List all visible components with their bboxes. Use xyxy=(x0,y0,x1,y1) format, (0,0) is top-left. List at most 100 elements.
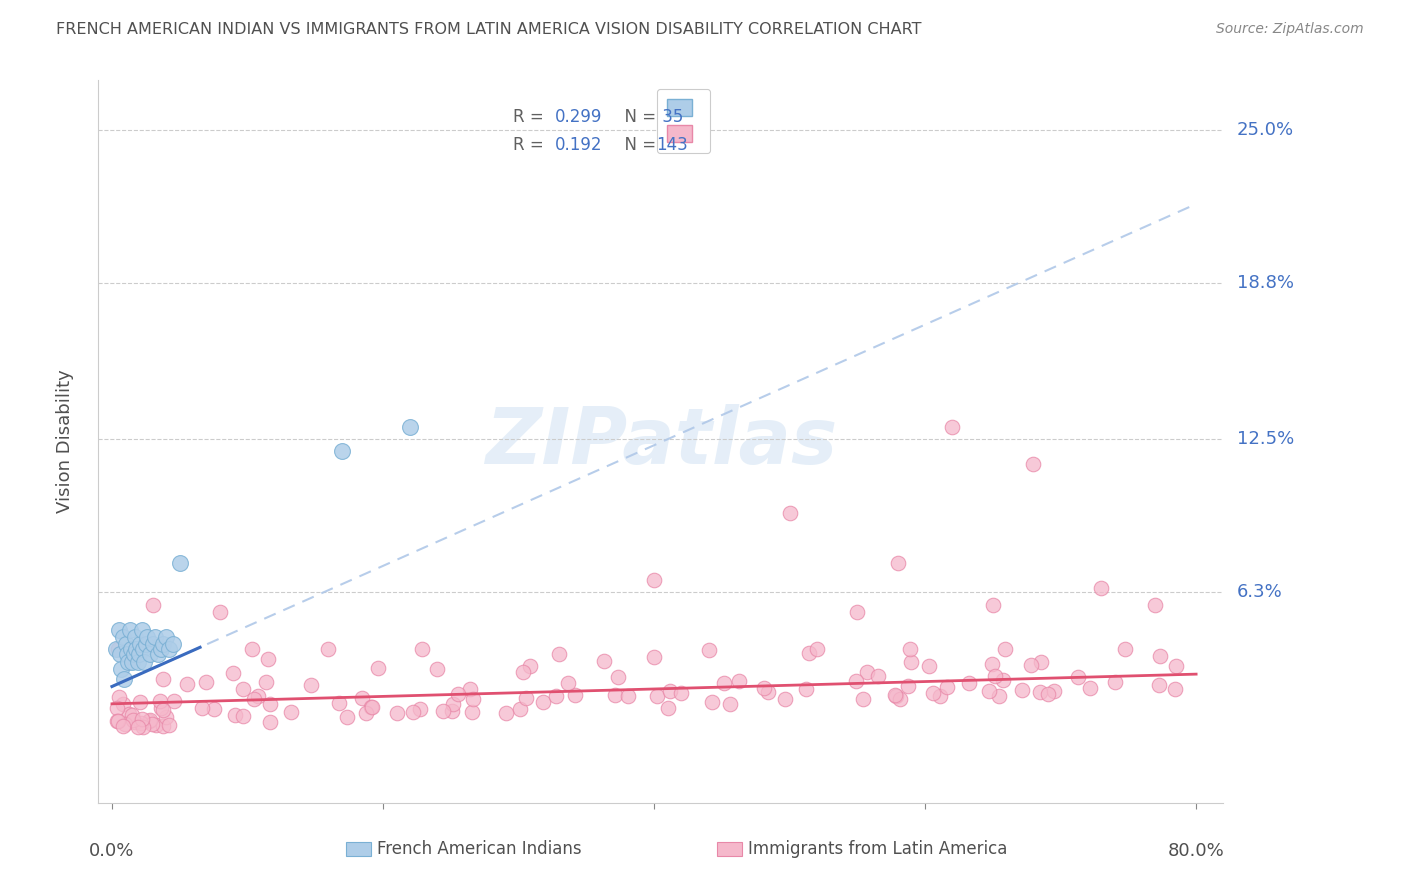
Point xyxy=(117,655,139,669)
Point xyxy=(921,686,943,700)
Point xyxy=(441,697,464,711)
Point xyxy=(129,637,152,651)
Point xyxy=(152,672,174,686)
Point xyxy=(132,642,155,657)
Point xyxy=(898,642,921,657)
Point xyxy=(385,706,408,720)
Point xyxy=(115,648,138,662)
Point xyxy=(114,637,136,651)
Text: 143: 143 xyxy=(657,136,689,153)
Point xyxy=(935,680,957,694)
Point xyxy=(143,630,166,644)
Text: 80.0%: 80.0% xyxy=(1168,842,1225,860)
Text: Source: ZipAtlas.com: Source: ZipAtlas.com xyxy=(1216,22,1364,37)
Point xyxy=(138,714,160,728)
Point xyxy=(120,642,142,657)
Point xyxy=(107,642,129,657)
Point xyxy=(426,662,449,676)
Point xyxy=(846,605,869,619)
Point xyxy=(122,648,145,662)
Point xyxy=(127,655,149,669)
Point xyxy=(354,706,377,720)
Point xyxy=(889,692,911,706)
Text: N =: N = xyxy=(614,136,662,153)
Point xyxy=(131,715,153,730)
Point xyxy=(111,630,134,644)
Point xyxy=(131,623,153,637)
Point xyxy=(645,689,668,703)
Point xyxy=(135,637,157,651)
Point xyxy=(110,662,132,676)
Point xyxy=(259,715,281,730)
Y-axis label: Vision Disability: Vision Disability xyxy=(56,369,75,514)
Point xyxy=(108,648,131,662)
Point xyxy=(157,718,180,732)
Point xyxy=(794,681,817,696)
Point xyxy=(408,702,430,716)
Text: Immigrants from Latin America: Immigrants from Latin America xyxy=(748,840,1007,858)
Text: 0.299: 0.299 xyxy=(555,108,603,126)
Point xyxy=(152,703,174,717)
Point xyxy=(141,717,163,731)
Point xyxy=(607,670,630,684)
Point xyxy=(118,707,141,722)
Point xyxy=(564,689,586,703)
Point xyxy=(1163,681,1185,696)
Point xyxy=(157,642,180,657)
Point xyxy=(328,696,350,710)
Text: 12.5%: 12.5% xyxy=(1237,430,1295,448)
Point xyxy=(981,657,1004,671)
Point xyxy=(852,692,875,706)
Point xyxy=(671,685,693,699)
Point xyxy=(163,694,186,708)
Point xyxy=(1036,687,1059,701)
Point xyxy=(155,630,177,644)
Point xyxy=(254,675,277,690)
Point xyxy=(169,556,191,570)
Point xyxy=(1149,648,1171,663)
Point xyxy=(605,688,627,702)
Text: ZIPatlas: ZIPatlas xyxy=(485,403,837,480)
Point xyxy=(107,623,129,637)
Point xyxy=(994,642,1017,657)
Point xyxy=(460,705,482,719)
Legend: , : , xyxy=(657,88,710,153)
Point xyxy=(138,713,160,727)
Point xyxy=(897,679,920,693)
Point xyxy=(114,717,136,731)
Point xyxy=(360,699,382,714)
Point xyxy=(149,642,172,657)
Point xyxy=(136,630,159,644)
Point xyxy=(350,691,373,706)
Point xyxy=(232,708,254,723)
Point xyxy=(118,623,141,637)
Point xyxy=(152,719,174,733)
Point xyxy=(1043,684,1066,698)
Point xyxy=(461,692,484,706)
Point xyxy=(122,651,145,665)
Point xyxy=(643,650,665,665)
Point xyxy=(752,681,775,695)
Point xyxy=(1022,457,1045,471)
Point xyxy=(1078,681,1101,695)
Point xyxy=(105,642,128,657)
Point xyxy=(1028,685,1050,699)
Text: 0.192: 0.192 xyxy=(555,136,603,153)
Point xyxy=(124,630,146,644)
Point xyxy=(1114,642,1136,657)
Text: French American Indians: French American Indians xyxy=(377,840,582,858)
Point xyxy=(993,673,1015,687)
Point xyxy=(1147,678,1170,692)
Point xyxy=(316,642,339,657)
Point xyxy=(145,718,167,732)
Point xyxy=(1090,581,1112,595)
Point xyxy=(132,720,155,734)
Point xyxy=(108,690,131,705)
Point xyxy=(155,710,177,724)
Point xyxy=(643,573,665,587)
Point xyxy=(1011,683,1033,698)
Point xyxy=(799,646,821,660)
Point xyxy=(713,675,735,690)
Point xyxy=(941,419,963,434)
Point xyxy=(977,684,1000,698)
